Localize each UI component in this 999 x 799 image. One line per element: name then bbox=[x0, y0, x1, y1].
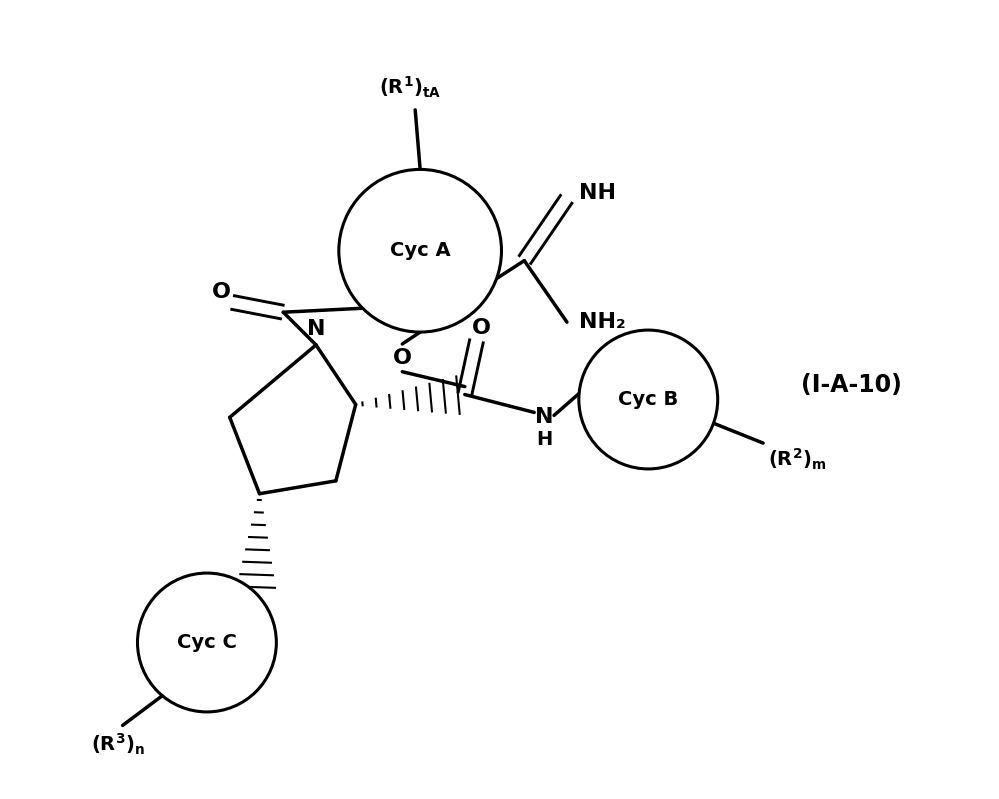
Text: Cyc B: Cyc B bbox=[618, 390, 678, 409]
Circle shape bbox=[138, 573, 277, 712]
Circle shape bbox=[578, 330, 717, 469]
Text: NH₂: NH₂ bbox=[578, 312, 625, 332]
Text: N: N bbox=[534, 407, 553, 427]
Text: H: H bbox=[536, 430, 552, 449]
Text: NH: NH bbox=[578, 183, 615, 203]
Text: N: N bbox=[307, 319, 326, 339]
Text: (I-A-10): (I-A-10) bbox=[801, 372, 902, 396]
Text: $\mathbf{(R^1)_{tA}}$: $\mathbf{(R^1)_{tA}}$ bbox=[379, 75, 442, 100]
Text: $\mathbf{(R^2)_m}$: $\mathbf{(R^2)_m}$ bbox=[768, 447, 826, 472]
Circle shape bbox=[339, 169, 501, 332]
Text: Cyc C: Cyc C bbox=[177, 633, 237, 652]
Text: $\mathbf{(R^3)_n}$: $\mathbf{(R^3)_n}$ bbox=[91, 731, 145, 757]
Text: O: O bbox=[393, 348, 412, 368]
Text: O: O bbox=[213, 282, 232, 302]
Text: Cyc A: Cyc A bbox=[390, 241, 451, 260]
Text: O: O bbox=[473, 318, 492, 338]
